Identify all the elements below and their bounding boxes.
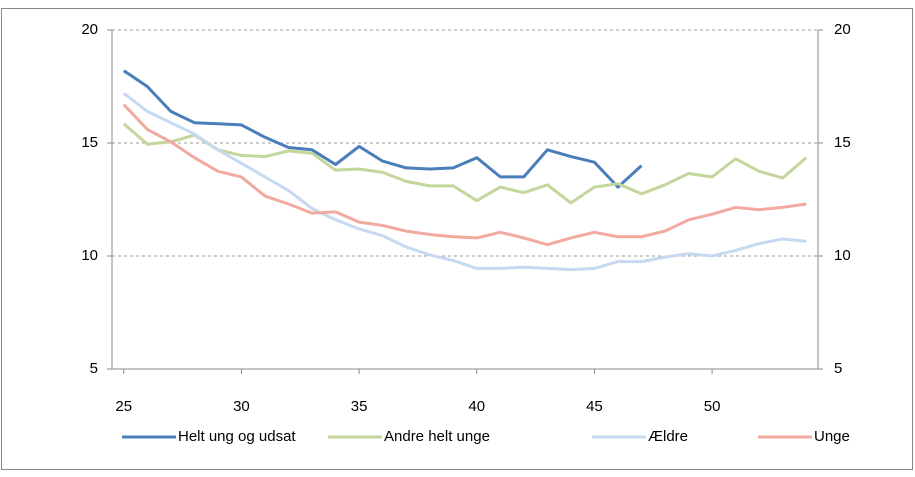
series-line	[122, 69, 643, 189]
y2-tick-label: 20	[834, 21, 851, 38]
x-tick-label: 45	[586, 398, 603, 415]
y2-tick-label: 10	[834, 247, 851, 264]
y2-tick-label: 5	[834, 360, 842, 377]
x-tick-label: 25	[115, 398, 132, 415]
x-tick-label: 40	[468, 398, 485, 415]
y2-tick-label: 15	[834, 134, 851, 151]
series-line	[122, 103, 807, 247]
legend-label: Unge	[814, 428, 850, 445]
y-tick-label: 15	[81, 134, 98, 151]
legend-label: Ældre	[648, 428, 688, 445]
legend-label: Andre helt unge	[384, 428, 490, 445]
series-line	[122, 92, 807, 272]
x-tick-label: 30	[233, 398, 250, 415]
y-tick-label: 5	[90, 360, 98, 377]
legend-label: Helt ung og udsat	[178, 428, 296, 445]
x-tick-label: 50	[704, 398, 721, 415]
x-tick-label: 35	[351, 398, 368, 415]
y-tick-label: 10	[81, 247, 98, 264]
series-line	[122, 122, 808, 205]
y-tick-label: 20	[81, 21, 98, 38]
chart-frame	[1, 8, 913, 470]
